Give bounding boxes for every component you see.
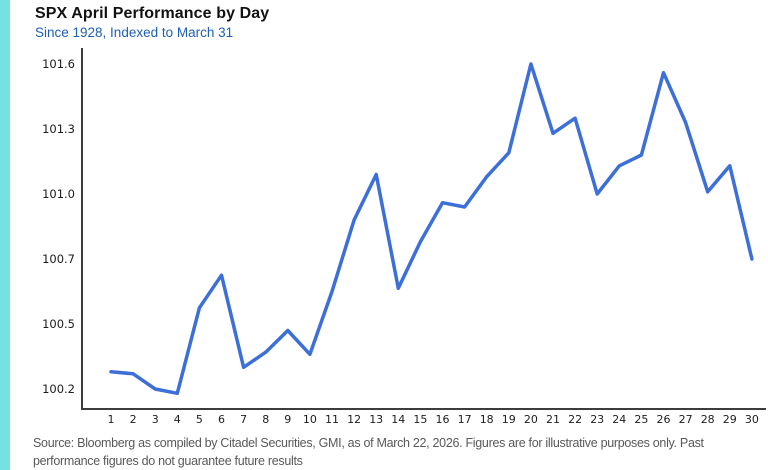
axis-lines	[81, 48, 766, 410]
x-tick-label: 14	[391, 413, 405, 426]
page-title: SPX April Performance by Day	[35, 5, 270, 22]
x-tick-label: 2	[130, 413, 137, 426]
x-tick-label: 13	[369, 413, 383, 426]
x-tick-label: 20	[524, 413, 538, 426]
source-note-line2: performance figures do not guarantee fut…	[33, 454, 303, 468]
y-tick-label: 100.7	[42, 252, 75, 266]
x-tick-label: 7	[240, 413, 247, 426]
chart-header: SPX April Performance by Day Since 1928,…	[35, 4, 269, 42]
x-tick-label: 18	[480, 413, 494, 426]
x-tick-label: 9	[284, 413, 291, 426]
x-tick-label: 26	[657, 413, 671, 426]
accent-bar	[0, 0, 10, 470]
x-tick-label: 12	[347, 413, 361, 426]
x-tick-label: 27	[679, 413, 693, 426]
x-tick-label: 8	[262, 413, 269, 426]
x-tick-label: 6	[218, 413, 225, 426]
x-tick-label: 17	[458, 413, 472, 426]
y-tick-label: 100.5	[42, 317, 75, 331]
x-axis-labels: 1 2 3 4 5 6 7 8 9 10 11 12 13 14 15 16 17 18 19 20 21 22 23 24 2…	[108, 413, 759, 426]
source-note-line1: Source: Bloomberg as compiled by Citadel…	[33, 436, 704, 450]
x-tick-label: 3	[152, 413, 159, 426]
x-tick-label: 30	[745, 413, 759, 426]
page-subtitle: Since 1928, Indexed to March 31	[35, 25, 234, 40]
y-tick-label: 100.2	[42, 382, 75, 396]
x-tick-label: 10	[303, 413, 317, 426]
spx-line-series	[109, 62, 754, 396]
y-tick-label: 101.0	[42, 187, 75, 201]
x-tick-label: 11	[325, 413, 339, 426]
source-note: Source: Bloomberg as compiled by Citadel…	[33, 434, 765, 470]
y-tick-label: 101.6	[42, 57, 75, 71]
x-tick-label: 1	[108, 413, 115, 426]
x-tick-label: 29	[723, 413, 737, 426]
x-tick-label: 23	[590, 413, 604, 426]
x-tick-label: 28	[701, 413, 715, 426]
x-tick-label: 22	[568, 413, 582, 426]
x-tick-label: 19	[502, 413, 516, 426]
y-tick-label: 101.3	[42, 122, 75, 136]
y-axis-labels: 101.6 101.3 101.0 100.7 100.5 100.2	[42, 57, 75, 396]
x-tick-label: 25	[634, 413, 648, 426]
x-tick-label: 5	[196, 413, 203, 426]
x-tick-label: 15	[413, 413, 427, 426]
x-tick-label: 4	[174, 413, 181, 426]
x-tick-label: 16	[436, 413, 450, 426]
x-tick-label: 24	[612, 413, 626, 426]
x-tick-label: 21	[546, 413, 560, 426]
